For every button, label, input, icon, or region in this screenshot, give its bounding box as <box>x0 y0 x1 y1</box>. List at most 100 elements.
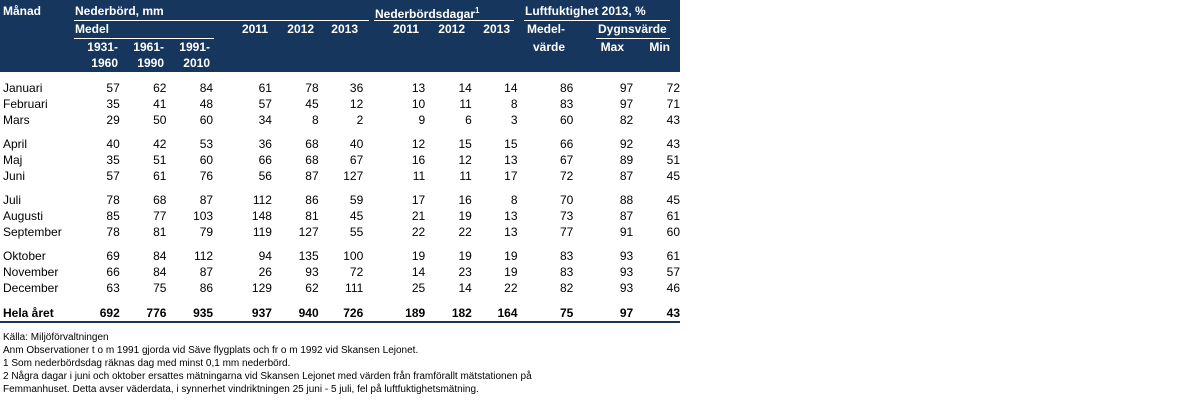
row-spacer <box>0 240 680 248</box>
table-cell: 43 <box>666 137 680 151</box>
month-label: Februari <box>3 97 48 111</box>
table-cell: 75 <box>517 304 574 323</box>
table-cell: 46 <box>666 281 680 295</box>
table-cell: 68 <box>153 193 167 207</box>
header-manad: Månad <box>3 4 42 18</box>
table-cell: 57 <box>106 169 120 183</box>
header-nederbordsdagar-sup: 1 <box>475 6 480 15</box>
table-cell: 55 <box>349 225 364 239</box>
table-cell: 25 <box>411 281 426 295</box>
table-cell: 12 <box>349 97 364 111</box>
table-cell: 16 <box>458 193 472 207</box>
table-cell: 97 <box>619 81 634 95</box>
table-cell: 127 <box>298 225 319 239</box>
table-row: Augusti 85 77 103 148 81 45 21 19 13 73 87 61 <box>0 208 680 224</box>
table-cell: 13 <box>504 209 518 223</box>
table-cell: 84 <box>153 249 167 263</box>
table-cell: 15 <box>504 137 518 151</box>
table-row: April 40 42 53 36 68 40 12 15 15 66 92 43 <box>0 136 680 152</box>
month-label: Juni <box>3 169 26 183</box>
table-cell: 87 <box>199 265 214 279</box>
table-cell: 41 <box>153 97 167 111</box>
table-cell: 67 <box>349 153 364 167</box>
table-cell: 75 <box>153 281 167 295</box>
table-cell: 93 <box>619 249 634 263</box>
table-cell: 21 <box>411 209 426 223</box>
table-row: Januari 57 62 84 61 78 36 13 14 14 86 97 72 <box>0 80 680 96</box>
footnote-anm: Anm Observationer t o m 1991 gjorda vid … <box>3 345 419 356</box>
table-cell: 71 <box>666 97 680 111</box>
header-nederbordsdagar: Nederbördsdagar1 <box>375 4 479 21</box>
month-label: Maj <box>3 153 23 167</box>
table-cell: 726 <box>318 304 364 323</box>
table-cell: 11 <box>459 97 472 111</box>
table-cell: 937 <box>213 304 272 323</box>
table-cell: 63 <box>106 281 120 295</box>
row-spacer <box>0 128 680 136</box>
table-cell: 45 <box>666 169 680 183</box>
table-cell: 53 <box>199 137 214 151</box>
table-cell: 112 <box>193 249 214 263</box>
table-cell: 89 <box>619 153 634 167</box>
header-period-1931-l1: 1931- <box>87 40 118 54</box>
month-label: Juli <box>3 193 22 207</box>
table-cell: 61 <box>153 169 167 183</box>
table-row: Oktober 69 84 112 94 135 100 19 19 19 83 93 61 <box>0 248 680 264</box>
table-cell: 57 <box>666 265 680 279</box>
table-cell: 78 <box>305 81 319 95</box>
table-cell: 61 <box>666 249 680 263</box>
table-cell: 43 <box>633 304 680 323</box>
table-cell: 35 <box>106 97 120 111</box>
header-period-1991-l1: 1991- <box>179 40 210 54</box>
table-cell: 11 <box>459 169 472 183</box>
month-label: Januari <box>3 81 43 95</box>
table-header: Månad Nederbörd, mm Medel 1931- 1960 196… <box>0 0 680 72</box>
table-cell: 100 <box>343 249 364 263</box>
table-cell: 2 <box>356 113 364 127</box>
table-cell: 87 <box>619 169 634 183</box>
table-cell: 67 <box>559 153 574 167</box>
table-cell: 77 <box>559 225 574 239</box>
table-cell: 13 <box>504 225 518 239</box>
table-cell: 692 <box>75 304 120 323</box>
table-cell: 78 <box>106 193 120 207</box>
table-cell: 36 <box>349 81 364 95</box>
header-luftfuktighet: Luftfuktighet 2013, % <box>525 4 646 18</box>
table-cell: 78 <box>106 225 120 239</box>
table-cell: 60 <box>199 113 214 127</box>
table-cell: 23 <box>458 265 472 279</box>
table-cell: 12 <box>458 153 472 167</box>
table-cell: 66 <box>106 265 120 279</box>
table-cell: 81 <box>305 209 319 223</box>
total-row: Hela året 692 776 935 937 940 726 189 182 164 75 97… <box>0 304 680 323</box>
table-cell: 13 <box>504 153 518 167</box>
statistics-table: Månad Nederbörd, mm Medel 1931- 1960 196… <box>0 0 680 395</box>
table-cell: 72 <box>559 169 574 183</box>
table-cell: 135 <box>298 249 319 263</box>
table-cell: 51 <box>666 153 680 167</box>
table-cell: 17 <box>504 169 518 183</box>
table-cell: 17 <box>411 193 426 207</box>
table-cell: 14 <box>411 265 426 279</box>
table-cell: 57 <box>258 97 272 111</box>
table-cell: 66 <box>559 137 574 151</box>
table-cell: 93 <box>619 265 634 279</box>
table-cell: 19 <box>458 249 472 263</box>
table-row: December 63 75 86 129 62 111 25 14 22 82 93 46 <box>0 280 680 296</box>
table-cell: 3 <box>510 113 518 127</box>
table-cell: 87 <box>619 209 634 223</box>
table-cell: 8 <box>510 97 518 111</box>
header-dagar-2011: 2011 <box>392 22 419 36</box>
table-cell: 56 <box>258 169 272 183</box>
table-cell: 19 <box>504 249 518 263</box>
header-nederbordsdagar-label: Nederbördsdagar <box>375 7 476 21</box>
header-max: Max <box>600 40 624 54</box>
table-cell: 72 <box>666 81 680 95</box>
table-cell: 35 <box>106 153 120 167</box>
month-label: December <box>3 281 59 295</box>
table-cell: 935 <box>166 304 214 323</box>
table-cell: 82 <box>619 113 634 127</box>
table-cell: 81 <box>153 225 167 239</box>
table-cell: 83 <box>559 265 574 279</box>
table-cell: 182 <box>425 304 472 323</box>
